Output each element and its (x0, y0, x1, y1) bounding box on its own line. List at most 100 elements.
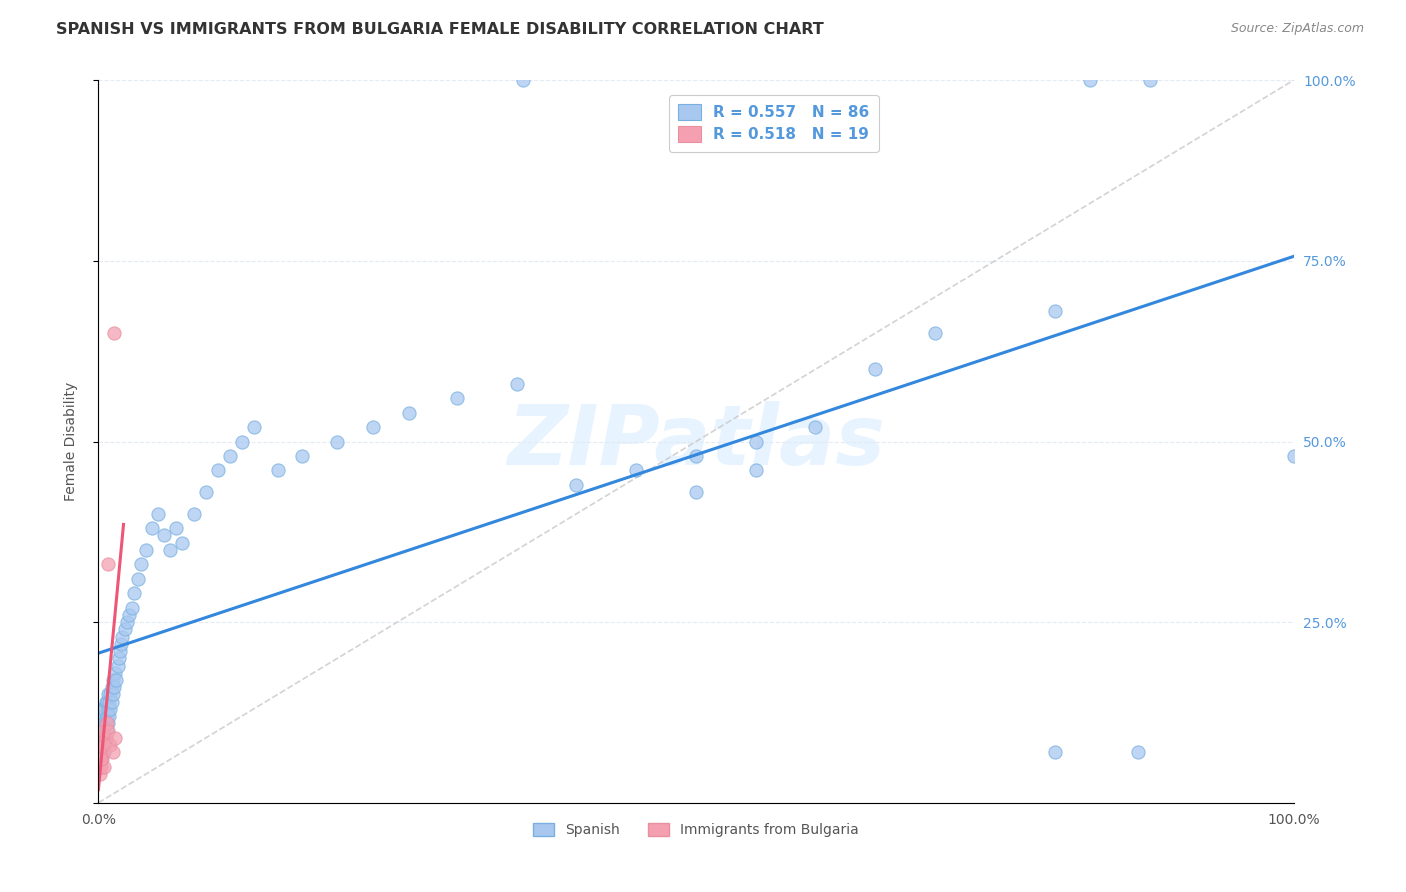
Point (93, 731, 115, 745)
Point (105, 673, 128, 687)
Point (91, 745, 114, 759)
Point (91, 752, 114, 766)
Point (93, 716, 115, 731)
Text: SPANISH VS IMMIGRANTS FROM BULGARIA FEMALE DISABILITY CORRELATION CHART: SPANISH VS IMMIGRANTS FROM BULGARIA FEMA… (56, 22, 824, 37)
Point (98, 709, 121, 723)
Point (103, 326, 125, 340)
Point (804, 420, 827, 434)
Point (90, 738, 112, 752)
Point (243, 420, 266, 434)
Point (89, 745, 111, 759)
Point (1080, 73, 1102, 87)
Point (1282, 449, 1305, 463)
Text: Source: ZipAtlas.com: Source: ZipAtlas.com (1230, 22, 1364, 36)
Point (91, 731, 114, 745)
Point (90, 709, 112, 723)
Point (506, 376, 529, 391)
Point (100, 695, 122, 709)
Point (97, 716, 120, 731)
Point (363, 420, 385, 434)
Point (565, 478, 588, 492)
Point (91, 723, 114, 738)
Point (93, 702, 115, 716)
Point (267, 463, 290, 477)
Point (398, 406, 420, 420)
Point (207, 463, 229, 477)
Point (93, 738, 115, 752)
Point (90, 760, 112, 774)
Point (101, 673, 124, 687)
Point (96, 716, 118, 731)
Point (103, 680, 125, 694)
Point (165, 521, 187, 535)
Point (94, 731, 117, 745)
Point (90, 738, 112, 752)
Point (115, 615, 138, 630)
Point (91, 738, 114, 752)
Legend: Spanish, Immigrants from Bulgaria: Spanish, Immigrants from Bulgaria (527, 818, 865, 843)
Point (111, 630, 134, 644)
Point (141, 521, 163, 535)
Point (685, 449, 707, 463)
Point (110, 637, 132, 651)
Point (89, 760, 111, 774)
Point (124, 586, 146, 600)
Point (97, 687, 120, 701)
Point (89, 723, 111, 738)
Point (159, 542, 181, 557)
Point (1128, 745, 1150, 759)
Point (98, 687, 122, 701)
Point (1043, 745, 1066, 759)
Point (219, 449, 242, 463)
Point (91, 745, 114, 759)
Point (91, 709, 114, 723)
Point (89, 767, 111, 781)
Point (98, 702, 122, 716)
Point (135, 542, 157, 557)
Point (685, 485, 707, 500)
Point (97, 558, 120, 572)
Point (90, 752, 112, 766)
Point (98, 738, 122, 752)
Point (172, 535, 194, 549)
Point (626, 463, 648, 477)
Point (93, 745, 115, 759)
Point (118, 607, 141, 622)
Point (97, 723, 120, 738)
Point (104, 731, 127, 745)
Point (94, 731, 117, 745)
Point (94, 716, 117, 731)
Point (153, 528, 176, 542)
Point (97, 702, 120, 716)
Point (446, 391, 468, 405)
Point (96, 723, 118, 738)
Point (121, 600, 143, 615)
Point (101, 687, 124, 701)
Y-axis label: Female Disability: Female Disability (63, 382, 77, 501)
Point (148, 507, 170, 521)
Point (89, 745, 111, 759)
Text: ZIPatlas: ZIPatlas (508, 401, 884, 482)
Point (865, 362, 887, 376)
Point (326, 434, 349, 449)
Point (104, 665, 127, 680)
Point (90, 752, 112, 766)
Point (100, 680, 122, 694)
Point (1043, 304, 1066, 318)
Point (91, 716, 114, 731)
Point (131, 558, 153, 572)
Point (91, 723, 114, 738)
Point (127, 572, 149, 586)
Point (114, 623, 136, 637)
Point (291, 449, 314, 463)
Point (96, 709, 118, 723)
Point (1139, 73, 1161, 87)
Point (924, 326, 946, 340)
Point (96, 695, 118, 709)
Point (107, 658, 129, 673)
Point (94, 695, 117, 709)
Point (93, 760, 115, 774)
Point (745, 434, 768, 449)
Point (91, 702, 114, 716)
Point (101, 745, 124, 759)
